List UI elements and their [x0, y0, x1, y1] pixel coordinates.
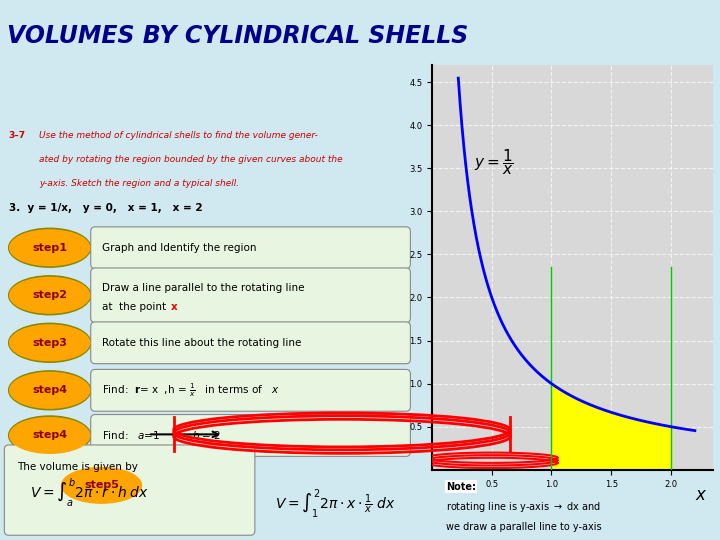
Text: $V = \int_1^2 2\pi \cdot x \cdot \frac{1}{x} \; dx$: $V = \int_1^2 2\pi \cdot x \cdot \frac{1…	[274, 487, 395, 520]
Ellipse shape	[9, 228, 91, 267]
Text: Rotate this line about the rotating line: Rotate this line about the rotating line	[102, 338, 301, 348]
Text: Note:: Note:	[446, 482, 476, 492]
Ellipse shape	[9, 278, 89, 313]
Text: step2: step2	[32, 291, 67, 300]
Text: step4: step4	[32, 430, 67, 441]
Text: rotating line is y-axis $\rightarrow$ dx and: rotating line is y-axis $\rightarrow$ dx…	[446, 501, 601, 515]
Ellipse shape	[9, 416, 91, 455]
Text: $V = \int_a^b 2\pi \cdot r \cdot h \; dx$: $V = \int_a^b 2\pi \cdot r \cdot h \; dx…	[30, 476, 149, 509]
Text: Draw a line parallel to the rotating line: Draw a line parallel to the rotating lin…	[102, 283, 304, 293]
FancyBboxPatch shape	[91, 415, 410, 456]
Text: 3–7: 3–7	[9, 131, 26, 140]
Text: step5: step5	[84, 481, 119, 490]
Ellipse shape	[9, 417, 89, 453]
Text: y-axis. Sketch the region and a typical shell.: y-axis. Sketch the region and a typical …	[39, 179, 239, 188]
FancyBboxPatch shape	[91, 322, 410, 364]
Text: The volume is given by: The volume is given by	[17, 462, 138, 471]
Text: 3.  y = 1/x,   y = 0,   x = 1,   x = 2: 3. y = 1/x, y = 0, x = 1, x = 2	[9, 202, 202, 213]
Text: step3: step3	[32, 338, 67, 348]
Text: ated by rotating the region bounded by the given curves about the: ated by rotating the region bounded by t…	[39, 155, 343, 164]
Text: Graph and Identify the region: Graph and Identify the region	[102, 243, 256, 253]
Ellipse shape	[9, 276, 91, 315]
FancyBboxPatch shape	[91, 369, 410, 411]
FancyBboxPatch shape	[91, 227, 410, 269]
Text: VOLUMES BY CYLINDRICAL SHELLS: VOLUMES BY CYLINDRICAL SHELLS	[7, 24, 469, 48]
Text: $y = \dfrac{1}{x}$: $y = \dfrac{1}{x}$	[474, 147, 513, 177]
FancyBboxPatch shape	[91, 268, 410, 322]
Ellipse shape	[9, 373, 89, 408]
Text: $x$: $x$	[695, 486, 707, 504]
Text: x: x	[171, 302, 177, 312]
Text: at  the point: at the point	[102, 302, 169, 312]
Text: we draw a parallel line to y-axis: we draw a parallel line to y-axis	[446, 522, 602, 532]
Ellipse shape	[9, 371, 91, 410]
Ellipse shape	[60, 466, 143, 505]
Text: Use the method of cylindrical shells to find the volume gener-: Use the method of cylindrical shells to …	[39, 131, 318, 140]
Ellipse shape	[9, 323, 91, 362]
Text: Find:  $\bf{r}$= x  ,h = $\frac{1}{x}$   in terms of   $\it{x}$: Find: $\bf{r}$= x ,h = $\frac{1}{x}$ in …	[102, 382, 279, 399]
Text: Find:   $a$=1         ,$b$ = 2: Find: $a$=1 ,$b$ = 2	[102, 429, 221, 442]
Ellipse shape	[61, 468, 141, 503]
Ellipse shape	[9, 325, 89, 361]
Text: step4: step4	[32, 386, 67, 395]
Ellipse shape	[9, 230, 89, 266]
Text: step1: step1	[32, 243, 67, 253]
FancyBboxPatch shape	[4, 445, 255, 535]
